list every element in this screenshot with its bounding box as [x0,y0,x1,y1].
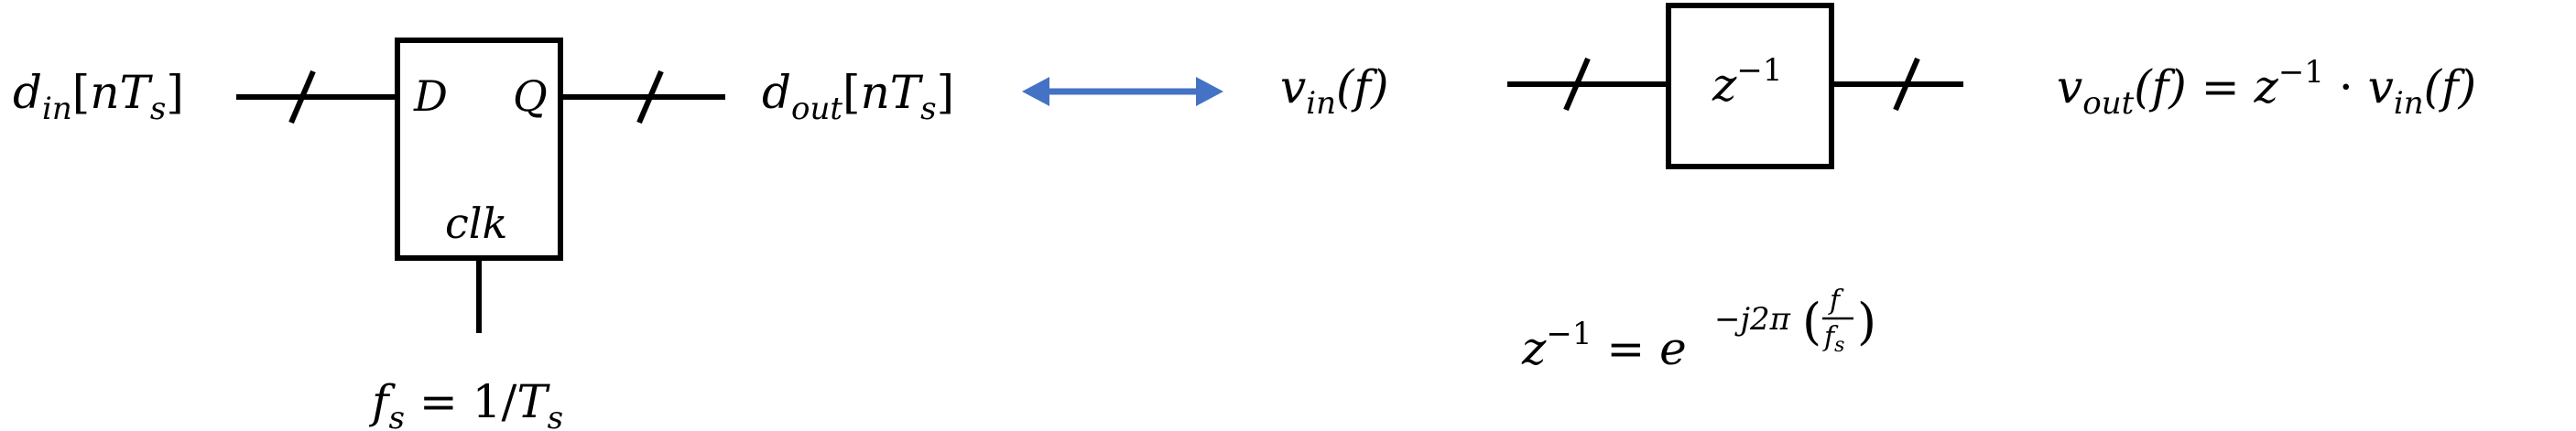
definition-paren-open: ( [1802,293,1821,350]
definition-frac-num: f [1828,285,1844,317]
dff-clock-label: fs = 1/Ts [368,375,563,431]
svg-text:z−1 = e: z−1 = e [1521,316,1687,375]
delay-block [1666,3,1834,169]
definition-paren-close: ) [1857,293,1876,350]
equivalence-double-arrow [1022,77,1223,106]
z-inverse-definition: z−1 = e −j2π ( f fs ) [1521,285,1876,375]
delay-input-bus-slash [1563,57,1591,112]
dff-output-label: dout[nTs] [762,66,954,127]
dff-pin-q: Q [513,71,548,121]
dff-output-bus-slash [636,70,664,124]
delay-output-bus-slash [1893,57,1920,112]
dff-pin-d: D [413,71,448,121]
definition-frac-den: fs [1822,321,1844,357]
dff-input-bus-slash [288,70,316,124]
delay-output-equation: vout(f) = z−1 · vin(f) [2057,54,2476,122]
delay-block-label: z−1 [1712,52,1782,112]
dff-block [395,38,563,261]
delay-input-label: vin(f) [1280,60,1389,122]
definition-exponent: −j2π [1714,301,1791,338]
dff-pin-clk: clk [445,199,507,248]
dff-input-label: din[nTs] [13,66,184,127]
